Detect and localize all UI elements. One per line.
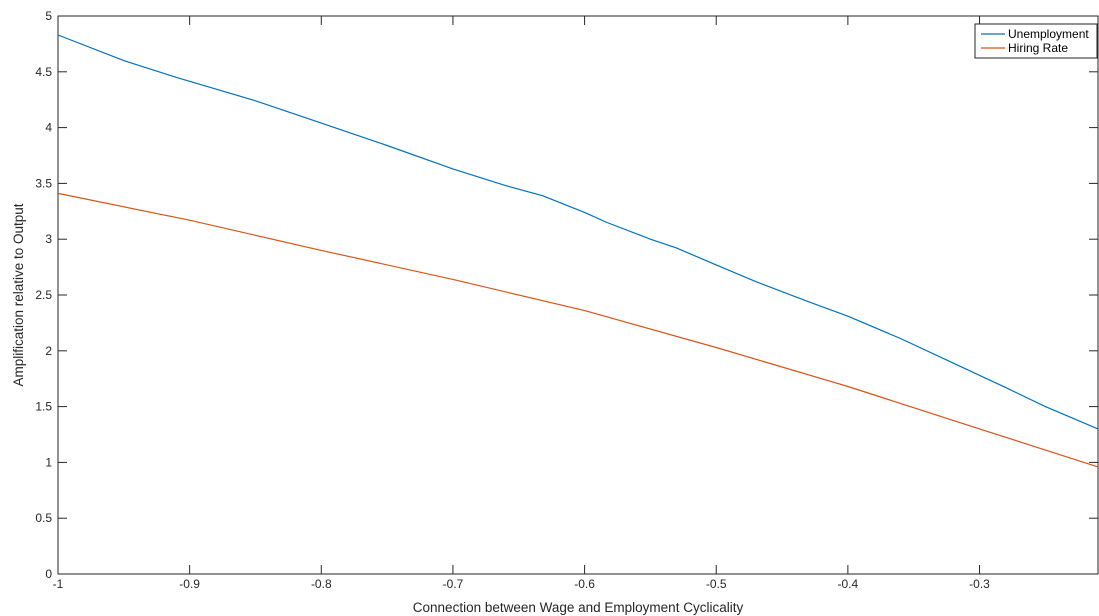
y-tick-label: 4 [45, 121, 52, 135]
x-tick-label: -0.5 [706, 577, 727, 591]
y-tick-label: 3 [45, 232, 52, 246]
y-tick-label: 0.5 [35, 511, 52, 525]
x-axis-title: Connection between Wage and Employment C… [413, 600, 744, 615]
x-tick-label: -0.6 [574, 577, 595, 591]
x-tick-label: -1 [53, 577, 64, 591]
y-tick-label: 0 [45, 567, 52, 581]
series-line-hiring-rate [57, 192, 1099, 468]
x-tick-label: -0.3 [969, 577, 990, 591]
y-tick-label: 2 [45, 344, 52, 358]
y-tick-label: 1.5 [35, 400, 52, 414]
x-tick-label: -0.4 [838, 577, 859, 591]
y-tick-label: 4.5 [35, 65, 52, 79]
y-axis-title: Amplification relative to Output [11, 203, 26, 386]
y-tick-label: 3.5 [35, 176, 52, 190]
y-tick-label: 2.5 [35, 288, 52, 302]
x-tick-label: -0.8 [311, 577, 332, 591]
legend-label: Hiring Rate [1008, 41, 1068, 55]
y-tick-label: 5 [45, 9, 52, 23]
legend-label: Unemployment [1008, 27, 1089, 41]
series-line-unemployment [57, 34, 1099, 430]
y-tick-label: 1 [45, 455, 52, 469]
plot-area [57, 15, 1099, 575]
legend-box [974, 23, 1098, 59]
x-tick-label: -0.7 [443, 577, 464, 591]
x-tick-label: -0.9 [179, 577, 200, 591]
